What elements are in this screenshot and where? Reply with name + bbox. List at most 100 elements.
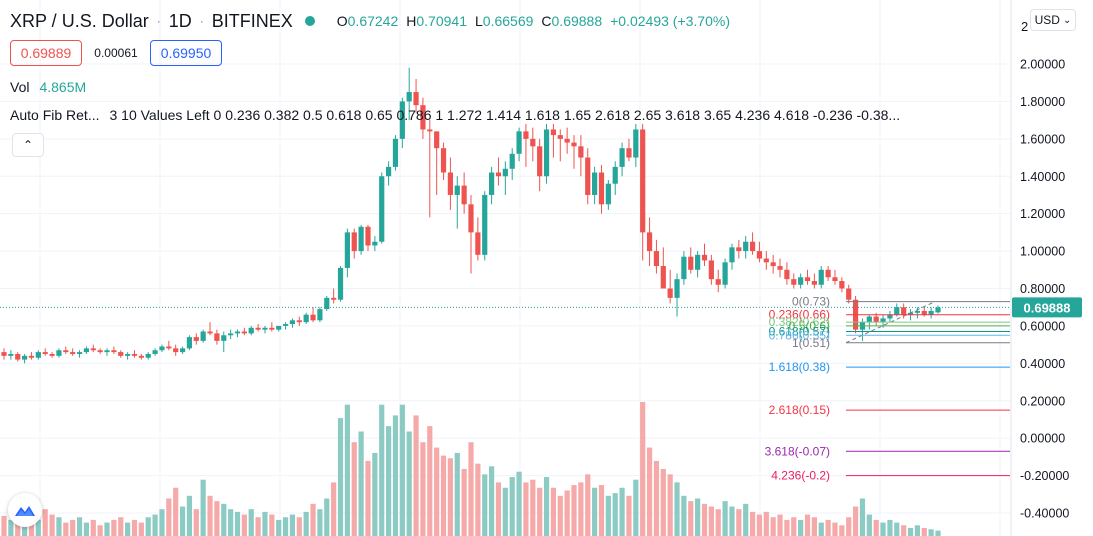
candle-body <box>646 232 653 252</box>
volume-bar <box>509 477 515 536</box>
candle-body <box>83 348 90 353</box>
volume-bar <box>440 455 447 536</box>
sell-price-button[interactable]: 0.69889 <box>10 40 82 66</box>
candle-body <box>344 232 350 268</box>
currency-button[interactable]: USD ⌄ <box>1030 9 1076 31</box>
candle-body <box>399 101 405 139</box>
candle-body <box>894 307 900 315</box>
candle-body <box>303 314 309 323</box>
candle-body <box>914 310 920 313</box>
volume-bar <box>489 466 495 536</box>
indicator-params: 3 10 Values Left 0 0.236 0.382 0.5 0.618… <box>109 107 901 123</box>
collapse-legend-button[interactable]: ⌃ <box>12 133 44 157</box>
volume-bar <box>756 514 763 536</box>
volume-legend[interactable]: Vol 4.865M <box>10 79 86 95</box>
volume-bar <box>619 487 625 536</box>
candle-body <box>406 92 412 102</box>
indicator-legend[interactable]: Auto Fib Ret... 3 10 Values Left 0 0.236 … <box>10 107 900 123</box>
volume-bar <box>434 447 440 536</box>
interval-label[interactable]: 1D <box>168 10 192 31</box>
volume-bar <box>186 495 193 536</box>
volume-bar <box>63 522 69 536</box>
volume-bar <box>557 495 563 536</box>
volume-bar <box>921 527 927 536</box>
volume-bar <box>605 495 611 536</box>
volume-bar <box>475 463 481 536</box>
candle-body <box>234 331 241 334</box>
candle-body <box>743 241 749 252</box>
volume-bar <box>564 490 570 536</box>
volume-bar <box>715 509 721 536</box>
candle-body <box>42 352 48 354</box>
volume-bar <box>234 511 241 536</box>
candle-body <box>90 348 96 351</box>
volume-bar <box>667 474 673 536</box>
volume-bar <box>282 517 289 536</box>
fib-level-label: 1.618(0.38) <box>769 360 830 374</box>
volume-bar <box>736 509 742 536</box>
y-axis-tick-label: 1.00000 <box>1020 245 1065 259</box>
tradingview-logo-icon[interactable] <box>8 493 42 527</box>
candle-body <box>798 277 804 285</box>
candle-body <box>420 105 426 130</box>
y-axis-tick-label: 2.00000 <box>1020 58 1065 72</box>
candle-body <box>392 138 399 167</box>
candle-body <box>846 288 852 300</box>
chart-header: XRP / U.S. Dollar · 1D · BITFINEX O0.672… <box>10 10 730 31</box>
volume-bar <box>578 482 584 536</box>
volume-bar <box>592 487 598 536</box>
candle-body <box>76 352 83 354</box>
volume-bar <box>90 519 96 536</box>
candle-body <box>1 352 7 356</box>
symbol-title[interactable]: XRP / U.S. Dollar <box>10 10 149 31</box>
high-value: 0.70941 <box>416 13 467 29</box>
spread-value: 0.00061 <box>94 46 138 60</box>
candle-body <box>427 129 433 132</box>
fib-level-label: 0.236(0.66) <box>769 308 830 322</box>
volume-bar <box>351 442 357 536</box>
volume-bar <box>825 519 831 536</box>
volume-bar <box>8 519 14 536</box>
volume-bar <box>935 530 941 536</box>
candle-body <box>310 314 316 321</box>
volume-bar <box>214 501 220 536</box>
candle-body <box>756 251 763 259</box>
volume-bar <box>276 519 282 536</box>
volume-bar <box>145 517 151 536</box>
volume-bar <box>873 519 879 536</box>
candle-body <box>667 288 673 298</box>
volume-bar <box>262 511 268 536</box>
y-axis-tick-label: 0.20000 <box>1020 394 1065 408</box>
volume-bar <box>928 529 934 536</box>
candle-body <box>715 279 721 285</box>
volume-bar <box>722 501 728 536</box>
volume-bar <box>777 514 783 536</box>
chevron-up-icon: ⌃ <box>22 138 34 152</box>
candle-body <box>736 247 742 252</box>
candle-body <box>282 324 289 326</box>
candle-body <box>640 129 646 233</box>
open-value: 0.67242 <box>347 13 399 29</box>
volume-bar <box>344 404 350 536</box>
volume-bar <box>118 517 124 536</box>
volume-bar <box>859 498 866 536</box>
volume-bar <box>337 418 344 536</box>
volume-bar <box>749 511 756 536</box>
candle-body <box>530 138 536 147</box>
volume-bar <box>296 517 302 536</box>
candle-body <box>248 327 254 334</box>
candle-body <box>317 309 323 321</box>
y-axis-tick-label: 1.20000 <box>1020 207 1065 221</box>
volume-bar <box>585 474 591 536</box>
candle-body <box>262 327 268 330</box>
candle-body <box>152 350 158 354</box>
volume-bar <box>784 519 790 536</box>
buy-price-button[interactable]: 0.69950 <box>150 40 222 66</box>
volume-bar <box>15 522 21 536</box>
volume-bar <box>427 426 433 536</box>
volume-bar <box>550 487 557 536</box>
candle-body <box>193 337 199 341</box>
candle-body <box>166 346 172 349</box>
chevron-down-icon: ⌄ <box>1062 14 1072 26</box>
